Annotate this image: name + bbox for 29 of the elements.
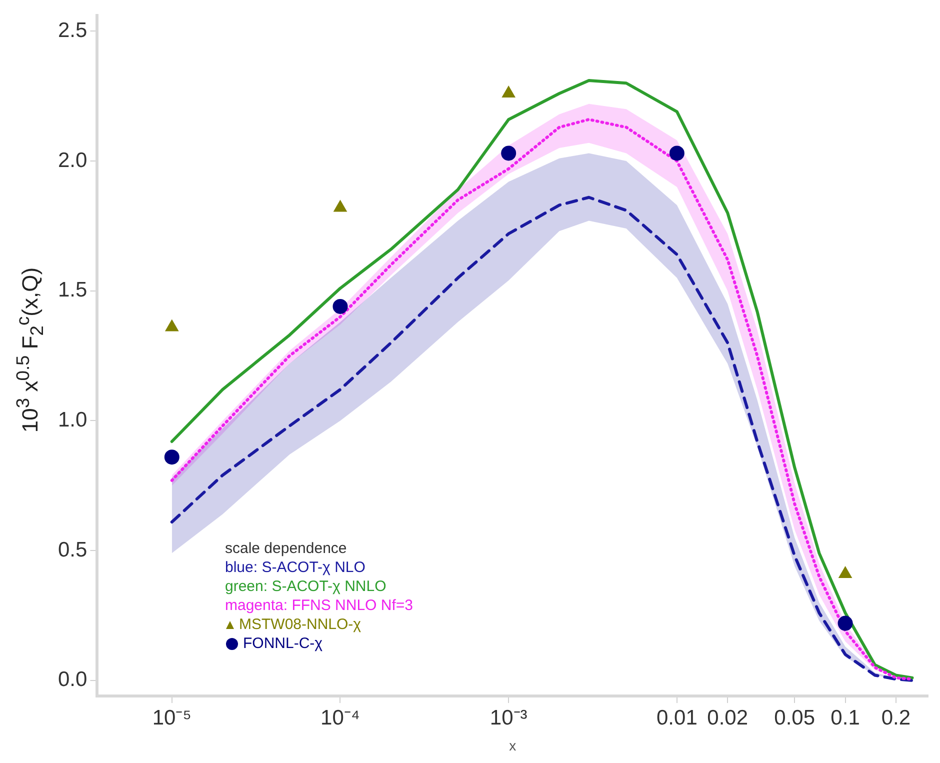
legend-label: FONNL-C-χ (242, 635, 324, 652)
point (502, 86, 516, 98)
text: magenta: FFNS NNLO Nf=3 (225, 597, 414, 614)
x-tick-label: 0.02 (707, 706, 748, 730)
x-tick-label: 10⁻⁴ (320, 706, 360, 730)
text: blue: S-ACOT-χ NLO (225, 559, 366, 576)
legend-label: MSTW08-NNLO-χ (238, 616, 362, 633)
point (164, 450, 180, 465)
y-tick-label: 2.5 (58, 18, 88, 42)
x-tick-label: 0.1 (830, 706, 860, 730)
legend-title: scale dependence (225, 540, 348, 557)
point (669, 146, 684, 161)
text: green: S-ACOT-χ NNLO (225, 578, 388, 595)
x-tick-label: 0.01 (656, 706, 698, 730)
point (501, 146, 516, 161)
y-tick-label: 0.0 (58, 668, 88, 692)
x-tick-label: 10⁻⁵ (152, 706, 192, 730)
x-axis-title: x (509, 737, 516, 754)
y-tick-label: 1.0 (58, 408, 88, 432)
point (838, 616, 853, 631)
y-tick-label: 0.5 (58, 538, 88, 562)
x-tick-label: 0.2 (881, 706, 911, 730)
point (332, 298, 348, 314)
point (165, 320, 178, 332)
x-tick-label: 0.05 (774, 706, 816, 730)
point (334, 200, 347, 212)
x-tick-label: 10⁻³ (490, 706, 528, 730)
y-tick-label: 1.5 (58, 278, 88, 302)
y-tick-label: 2.0 (58, 148, 88, 172)
